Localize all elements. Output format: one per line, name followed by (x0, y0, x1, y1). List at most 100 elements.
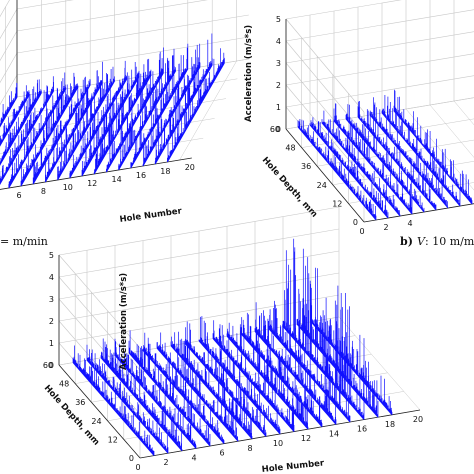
series-baseline-hole-6 (357, 116, 437, 211)
grid-line (285, 0, 402, 20)
panel-b-caption: b) V : 10 m/m (400, 235, 474, 248)
series-baseline-hole-5 (8, 88, 67, 189)
panel-a-x-ticks: 6 8 10 12 14 16 18 20 (16, 163, 194, 200)
series-trace-hole-18 (310, 302, 393, 415)
x-tick-label: 12 (301, 434, 311, 443)
panel-c-y-axis-label: Hole Depth, mm (42, 383, 101, 447)
y-axis-line (285, 128, 365, 223)
series-baseline-hole-8 (381, 112, 461, 207)
series-baseline-hole-1 (72, 362, 155, 456)
x-tick-label: 6 (219, 449, 224, 458)
series-trace-hole-9 (184, 321, 267, 437)
series-trace-hole-10 (69, 60, 128, 178)
x-tick-label: 20 (185, 163, 195, 172)
series-trace-hole-14 (254, 302, 337, 425)
series-baseline-hole-18 (310, 321, 393, 416)
series-trace-hole-16 (142, 43, 201, 166)
series-trace-hole-4 (0, 76, 54, 185)
z-tick-label: 5 (49, 251, 54, 260)
x-axis-line (0, 157, 192, 190)
series-baseline-hole-10 (198, 340, 281, 435)
z-tick-label: 2 (276, 81, 281, 90)
x-tick-label: 8 (41, 187, 46, 196)
series-baseline-hole-7 (156, 347, 239, 442)
series-baseline-hole-14 (118, 70, 176, 171)
x-tick-label: 10 (273, 439, 283, 448)
z-tick-label: 2 (49, 317, 54, 326)
series-baseline-hole-11 (212, 338, 295, 432)
x-tick-label: 10 (63, 183, 73, 192)
series-trace-hole-2 (309, 117, 389, 218)
z-tick-label: 1 (49, 339, 54, 348)
grid-line (179, 60, 237, 161)
panel-b-caption-value: : 10 m/m (425, 235, 474, 248)
series-trace-hole-4 (114, 338, 197, 449)
y-tick-label: 48 (59, 380, 69, 389)
panel-a-x-axis-label: Hole Number (119, 206, 183, 225)
series-baseline-hole-3 (100, 357, 183, 452)
grid-line (285, 9, 474, 42)
x-tick-label: 0 (135, 463, 140, 472)
x-axis-line (363, 203, 474, 223)
panel-c-x-axis-label: Hole Number (261, 458, 325, 474)
series-baseline-hole-2 (86, 359, 169, 454)
x-tick-label: 16 (357, 425, 367, 434)
panel-b-caption-variable: V (417, 235, 426, 248)
z-tick-label: 5 (276, 15, 281, 24)
y-tick-label: 24 (317, 181, 327, 190)
series-baseline-hole-17 (154, 64, 213, 165)
z-tick-label: 1 (276, 103, 281, 112)
series-trace-hole-10 (198, 316, 281, 434)
series-trace-hole-6 (20, 72, 79, 186)
series-baseline-hole-7 (369, 114, 449, 209)
series-baseline-hole-13 (106, 72, 164, 173)
series-baseline-hole-9 (57, 80, 115, 181)
grid-line (0, 74, 18, 106)
series-trace-hole-9 (57, 66, 115, 180)
series-baseline-hole-9 (393, 110, 473, 205)
panel-b-caption-letter: b) (400, 235, 413, 248)
panel-b-y-ticks: 0 12 24 36 48 60 (270, 125, 358, 227)
grid-line (16, 0, 74, 10)
grid-line (429, 104, 474, 158)
series-baseline-hole-4 (333, 120, 413, 215)
grid-line (0, 52, 18, 84)
series-baseline-hole-17 (296, 323, 379, 418)
y-tick-label: 12 (108, 435, 118, 444)
z-tick-label: 0 (49, 361, 54, 370)
x-tick-label: 16 (136, 171, 146, 180)
y-tick-label: 0 (129, 454, 134, 463)
series-trace-hole-5 (128, 330, 211, 446)
series-trace-hole-1 (0, 83, 18, 127)
series-trace-hole-5 (345, 104, 425, 212)
panel-b-z-ticks: 0 1 2 3 4 5 (276, 15, 281, 134)
y-tick-label: 60 (43, 361, 53, 370)
series-baseline-hole-3 (321, 122, 401, 217)
series-baseline-hole-9 (184, 343, 267, 437)
grid-line (0, 8, 18, 40)
series-baseline-hole-14 (254, 331, 337, 425)
panel-a-caption: = m/min (0, 235, 48, 248)
series-baseline-hole-6 (142, 350, 225, 444)
grid-line (453, 100, 474, 126)
series-baseline-hole-8 (170, 345, 253, 440)
x-tick-label: 4 (407, 219, 412, 228)
z-tick-label: 4 (49, 273, 54, 282)
series-trace-hole-6 (142, 332, 225, 444)
z-tick-label: 4 (276, 37, 281, 46)
series-baseline-hole-10 (69, 78, 128, 179)
series-baseline-hole-5 (128, 352, 211, 447)
panel-b-marks (297, 89, 473, 221)
grid-line (16, 14, 249, 54)
series-trace-hole-2 (86, 344, 169, 454)
panel-c-z-axis-label: Acceleration (m/s*s) (119, 273, 129, 370)
y-tick-label: 0 (353, 218, 358, 227)
x-tick-label: 14 (329, 429, 339, 438)
panel-b-z-axis-label: Acceleration (m/s*s) (244, 25, 254, 122)
series-trace-hole-3 (321, 110, 401, 216)
y-tick-label: 24 (91, 417, 101, 426)
panel-c-y-ticks: 0 12 24 36 48 60 (43, 361, 134, 463)
series-trace-hole-1 (72, 345, 155, 456)
